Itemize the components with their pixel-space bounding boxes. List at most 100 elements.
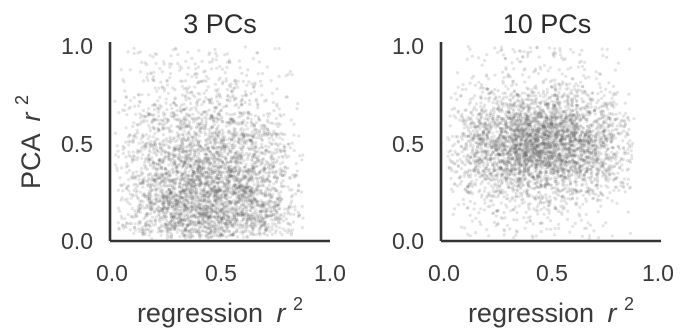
scatter-point <box>189 101 193 105</box>
scatter-point <box>189 218 193 222</box>
scatter-point <box>234 122 238 126</box>
scatter-point <box>229 221 233 225</box>
scatter-point <box>255 177 259 181</box>
scatter-point <box>150 208 154 212</box>
scatter-point <box>272 182 276 186</box>
scatter-point <box>465 125 469 129</box>
scatter-point <box>155 148 159 153</box>
scatter-point <box>238 142 242 146</box>
scatter-point <box>253 145 257 149</box>
scatter-point <box>197 157 201 161</box>
scatter-point <box>254 145 258 149</box>
scatter-point <box>147 123 151 127</box>
scatter-point <box>238 111 242 115</box>
scatter-point <box>289 201 293 206</box>
scatter-point <box>135 151 139 155</box>
scatter-point <box>242 184 246 188</box>
scatter-point <box>154 61 158 65</box>
scatter-point <box>281 173 285 177</box>
scatter-point <box>234 150 238 154</box>
scatter-point <box>127 178 131 182</box>
scatter-point <box>301 216 305 220</box>
scatter-point <box>191 234 195 238</box>
scatter-point <box>144 133 148 137</box>
scatter-point <box>298 154 302 158</box>
scatter-point <box>218 153 222 157</box>
scatter-point <box>184 205 188 209</box>
scatter-point <box>180 165 184 169</box>
scatter-point <box>274 225 279 229</box>
scatter-point <box>238 200 242 204</box>
scatter-point <box>163 112 167 116</box>
scatter-point <box>236 212 240 216</box>
scatter-point <box>218 93 222 98</box>
scatter-point <box>145 214 150 218</box>
scatter-point <box>200 207 204 211</box>
scatter-point <box>253 198 257 202</box>
scatter-point <box>214 105 218 109</box>
scatter-point <box>202 127 207 131</box>
scatter-point <box>225 112 229 116</box>
scatter-point <box>242 128 246 132</box>
scatter-point <box>149 212 153 216</box>
scatter-point <box>269 209 273 213</box>
scatter-point <box>600 170 605 174</box>
scatter-point <box>190 197 194 201</box>
scatter-point <box>123 198 127 202</box>
scatter-point <box>178 125 182 129</box>
scatter-point <box>117 111 121 115</box>
scatter-point <box>234 199 238 203</box>
scatter-point <box>138 174 142 178</box>
scatter-point <box>281 227 285 231</box>
scatter-point <box>269 200 273 204</box>
scatter-point <box>149 140 153 144</box>
scatter-point <box>159 229 163 233</box>
scatter-point <box>118 209 122 213</box>
panel-10-pcs: 10 PCs 1.0 0.5 0.0 0.0 0.5 1.0 regressio… <box>392 9 674 328</box>
scatter-point <box>149 194 153 198</box>
scatter-point <box>141 228 145 232</box>
scatter-point <box>455 71 460 75</box>
scatter-point <box>565 183 569 187</box>
scatter-point <box>146 141 150 145</box>
scatter-point <box>279 114 283 118</box>
scatter-point <box>252 123 256 127</box>
scatter-point <box>188 185 192 189</box>
scatter-point <box>145 76 149 80</box>
scatter-point <box>176 170 180 175</box>
scatter-point <box>245 234 249 238</box>
scatter-point <box>456 164 461 168</box>
scatter-point <box>151 75 156 79</box>
scatter-point <box>121 151 125 156</box>
scatter-point <box>259 84 263 88</box>
scatter-point <box>190 192 194 196</box>
scatter-point <box>189 174 193 178</box>
scatter-point <box>228 85 233 89</box>
scatter-point <box>301 153 305 157</box>
scatter-point <box>188 143 192 147</box>
scatter-point <box>132 158 136 162</box>
scatter-point <box>242 213 246 217</box>
scatter-point <box>267 183 271 187</box>
scatter-point <box>176 62 180 66</box>
scatter-point <box>228 174 233 178</box>
scatter-point <box>289 231 294 235</box>
scatter-point <box>239 158 243 162</box>
scatter-point <box>217 157 222 161</box>
scatter-point <box>171 156 175 160</box>
scatter-point <box>186 136 190 140</box>
scatter-point <box>157 114 161 118</box>
scatter-point <box>231 118 235 122</box>
scatter-point <box>280 132 285 136</box>
scatter-point <box>186 96 190 100</box>
scatter-point <box>223 166 227 171</box>
scatter-point <box>228 160 232 164</box>
scatter-point <box>192 162 196 166</box>
scatter-point <box>224 174 228 178</box>
scatter-point <box>243 165 247 169</box>
scatter-point <box>152 70 156 74</box>
scatter-point <box>148 53 152 57</box>
scatter-point <box>212 199 216 204</box>
scatter-point <box>207 235 212 240</box>
